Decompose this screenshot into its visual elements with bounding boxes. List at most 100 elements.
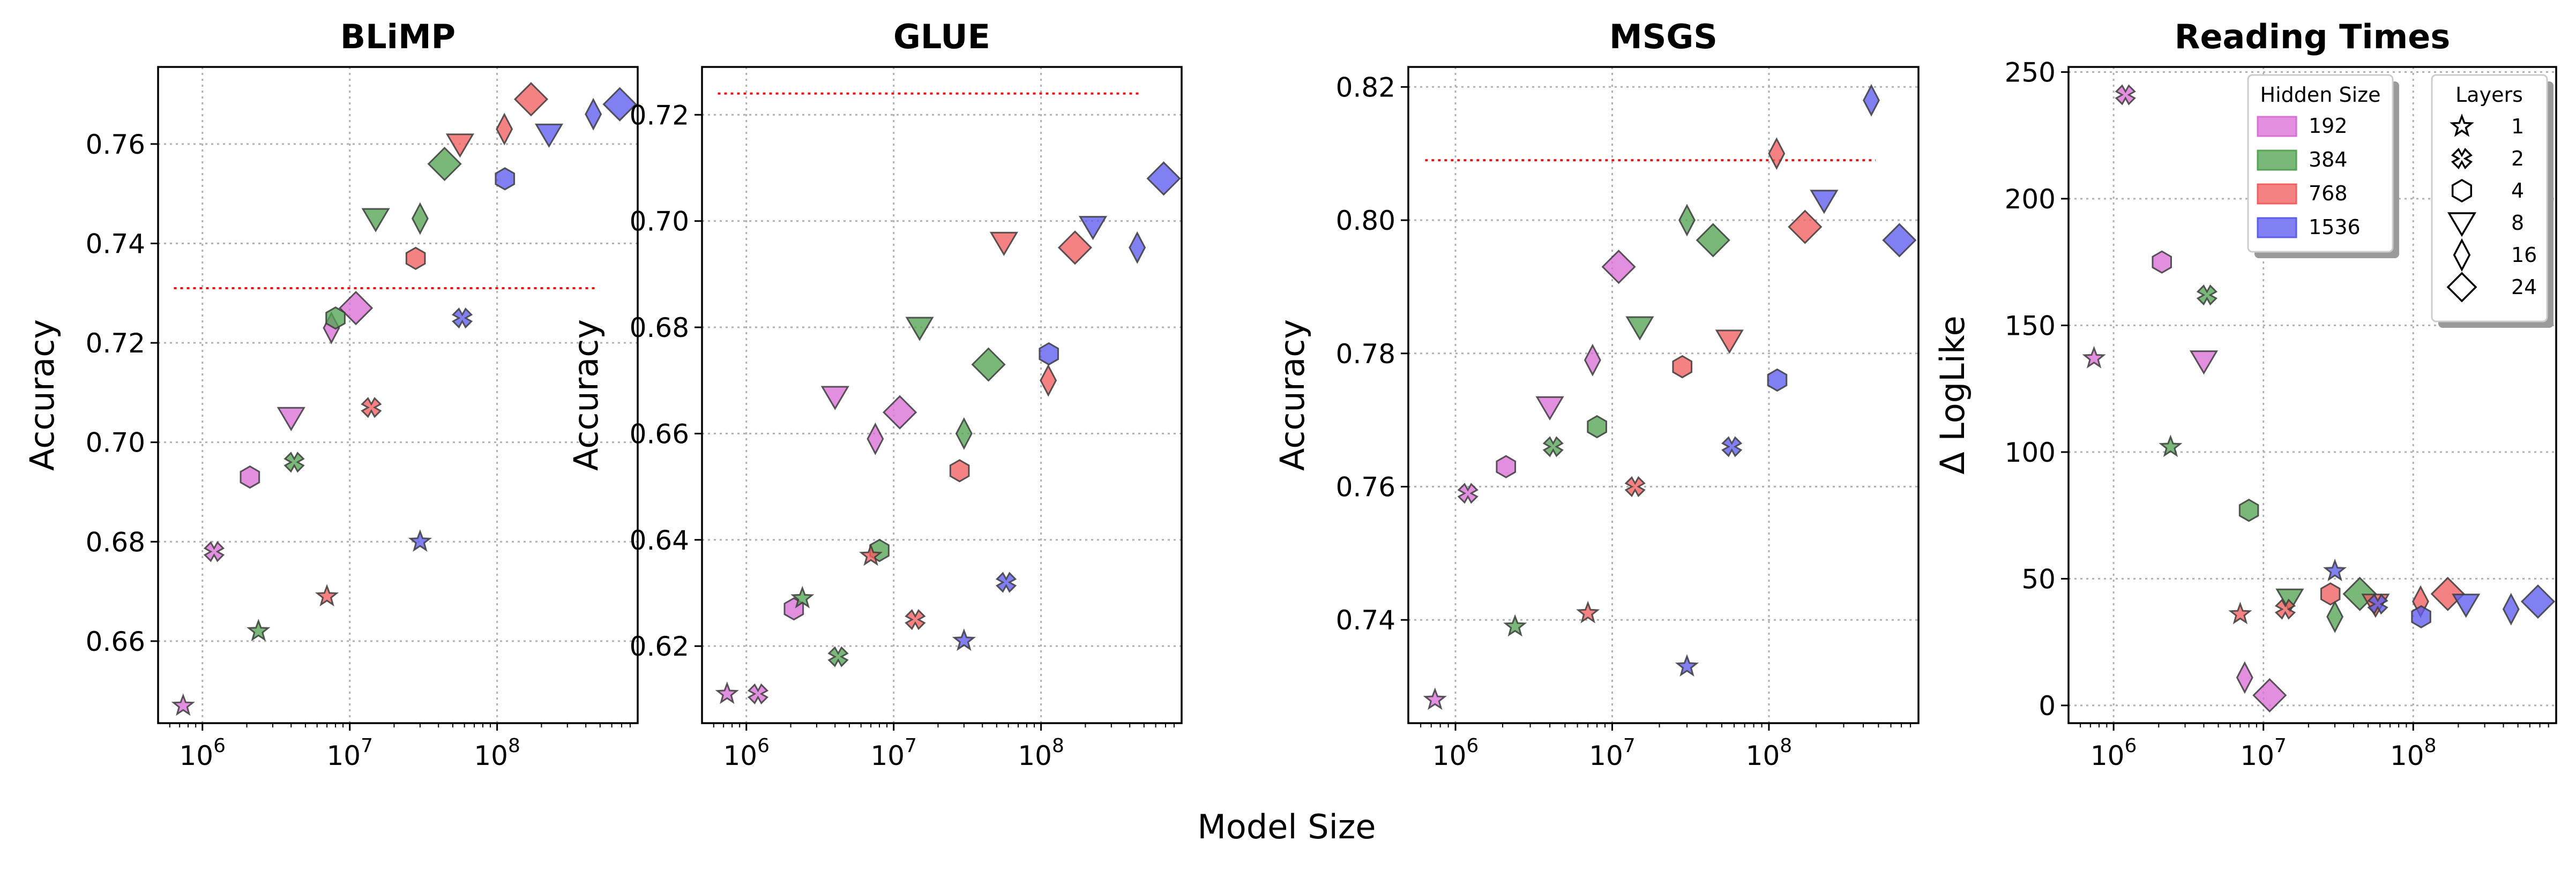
data-point <box>2236 661 2253 694</box>
data-point <box>2502 592 2520 626</box>
x-tick-exponent: 8 <box>2424 735 2437 757</box>
data-point <box>1624 476 1646 498</box>
chart-title: MSGS <box>1609 17 1718 56</box>
data-point <box>955 417 973 450</box>
x-tick-label: 107 <box>1589 735 1636 771</box>
x-tick-base: 10 <box>179 740 213 771</box>
x-tick-base: 10 <box>326 740 361 771</box>
y-tick-label: 0.76 <box>1336 472 1395 503</box>
x-tick-exponent: 7 <box>361 735 373 757</box>
data-point <box>338 290 374 326</box>
data-points <box>1423 84 1917 710</box>
data-point <box>1457 483 1479 504</box>
legend-label: 16 <box>2511 243 2537 267</box>
y-tick-label: 0.74 <box>86 228 145 259</box>
x-tick-label: 108 <box>474 735 520 771</box>
data-point <box>2323 558 2347 582</box>
x-tick-base: 10 <box>1589 740 1623 771</box>
x-tick-base: 10 <box>2240 740 2274 771</box>
y-tick-label: 150 <box>2005 310 2056 341</box>
plot-frame <box>1407 66 1920 724</box>
x-tick-base: 10 <box>1746 740 1780 771</box>
y-axis-label: Accuracy <box>1273 319 1312 471</box>
x-tick-exponent: 6 <box>2125 735 2137 757</box>
x-tick-base: 10 <box>2090 740 2125 771</box>
x-tick-label: 106 <box>723 735 770 771</box>
plot-frame <box>157 66 639 724</box>
data-point <box>2082 346 2106 369</box>
chart-title: BLiMP <box>340 17 456 56</box>
data-point <box>820 386 849 410</box>
data-point <box>451 307 473 329</box>
x-tick-exponent: 7 <box>2274 735 2287 757</box>
data-point <box>445 133 475 158</box>
y-tick-label: 0.62 <box>630 631 689 662</box>
data-point <box>361 397 382 418</box>
legend-swatch-768 <box>2257 183 2297 205</box>
data-point <box>858 543 883 566</box>
x-tick-base: 10 <box>2390 740 2424 771</box>
x-tick-label: 108 <box>1746 735 1793 771</box>
legend-marker-2 <box>2451 147 2473 170</box>
data-point <box>1584 343 1601 377</box>
data-point <box>2452 594 2481 618</box>
x-tick-base: 10 <box>1432 740 1467 771</box>
data-point <box>1672 355 1693 379</box>
legend-label: 192 <box>2309 114 2348 138</box>
data-point <box>427 146 462 182</box>
data-points <box>171 82 637 716</box>
data-point <box>790 585 815 609</box>
data-point <box>283 452 305 473</box>
data-point <box>1535 396 1564 421</box>
legend-marker-8 <box>2447 212 2477 237</box>
data-point <box>1496 455 1517 478</box>
legend-marker-24 <box>2446 272 2477 303</box>
x-tick-label: 108 <box>1018 735 1064 771</box>
data-point <box>2115 84 2136 106</box>
y-tick-label: 0 <box>2039 690 2056 722</box>
legend-marker-16 <box>2453 238 2471 272</box>
data-point <box>1696 223 1730 258</box>
legend-label: 2 <box>2511 147 2524 170</box>
data-point <box>1078 216 1108 241</box>
data-point <box>1675 654 1699 677</box>
data-point <box>1542 436 1564 457</box>
data-point <box>408 529 432 552</box>
data-point <box>1057 230 1093 265</box>
legend-label: 384 <box>2309 148 2348 171</box>
data-point <box>905 609 926 630</box>
y-tick-label: 0.76 <box>86 129 145 160</box>
data-point <box>1423 687 1447 710</box>
data-point <box>2159 434 2183 457</box>
data-point <box>1503 614 1527 637</box>
data-point <box>2326 600 2344 633</box>
data-point <box>405 246 426 271</box>
y-axis-label: Accuracy <box>566 319 606 471</box>
data-point <box>1863 84 1880 117</box>
data-point <box>2411 605 2431 629</box>
data-point <box>2189 350 2219 375</box>
y-tick-label: 0.78 <box>1336 339 1395 370</box>
data-point <box>513 82 549 117</box>
y-tick-label: 50 <box>2021 564 2056 595</box>
x-tick-exponent: 8 <box>1780 735 1792 757</box>
data-point <box>2520 584 2556 619</box>
data-point <box>949 459 970 483</box>
data-point <box>2367 594 2388 615</box>
data-point <box>2228 602 2252 625</box>
data-point <box>602 87 637 122</box>
data-point <box>203 541 225 562</box>
data-point <box>1721 436 1743 457</box>
data-point <box>1810 190 1839 214</box>
data-point <box>1601 249 1636 284</box>
x-tick-exponent: 6 <box>213 735 226 757</box>
y-tick-label: 0.72 <box>630 100 689 131</box>
y-tick-label: 0.72 <box>86 328 145 359</box>
legend-label: 24 <box>2511 275 2537 299</box>
data-point <box>496 112 513 146</box>
